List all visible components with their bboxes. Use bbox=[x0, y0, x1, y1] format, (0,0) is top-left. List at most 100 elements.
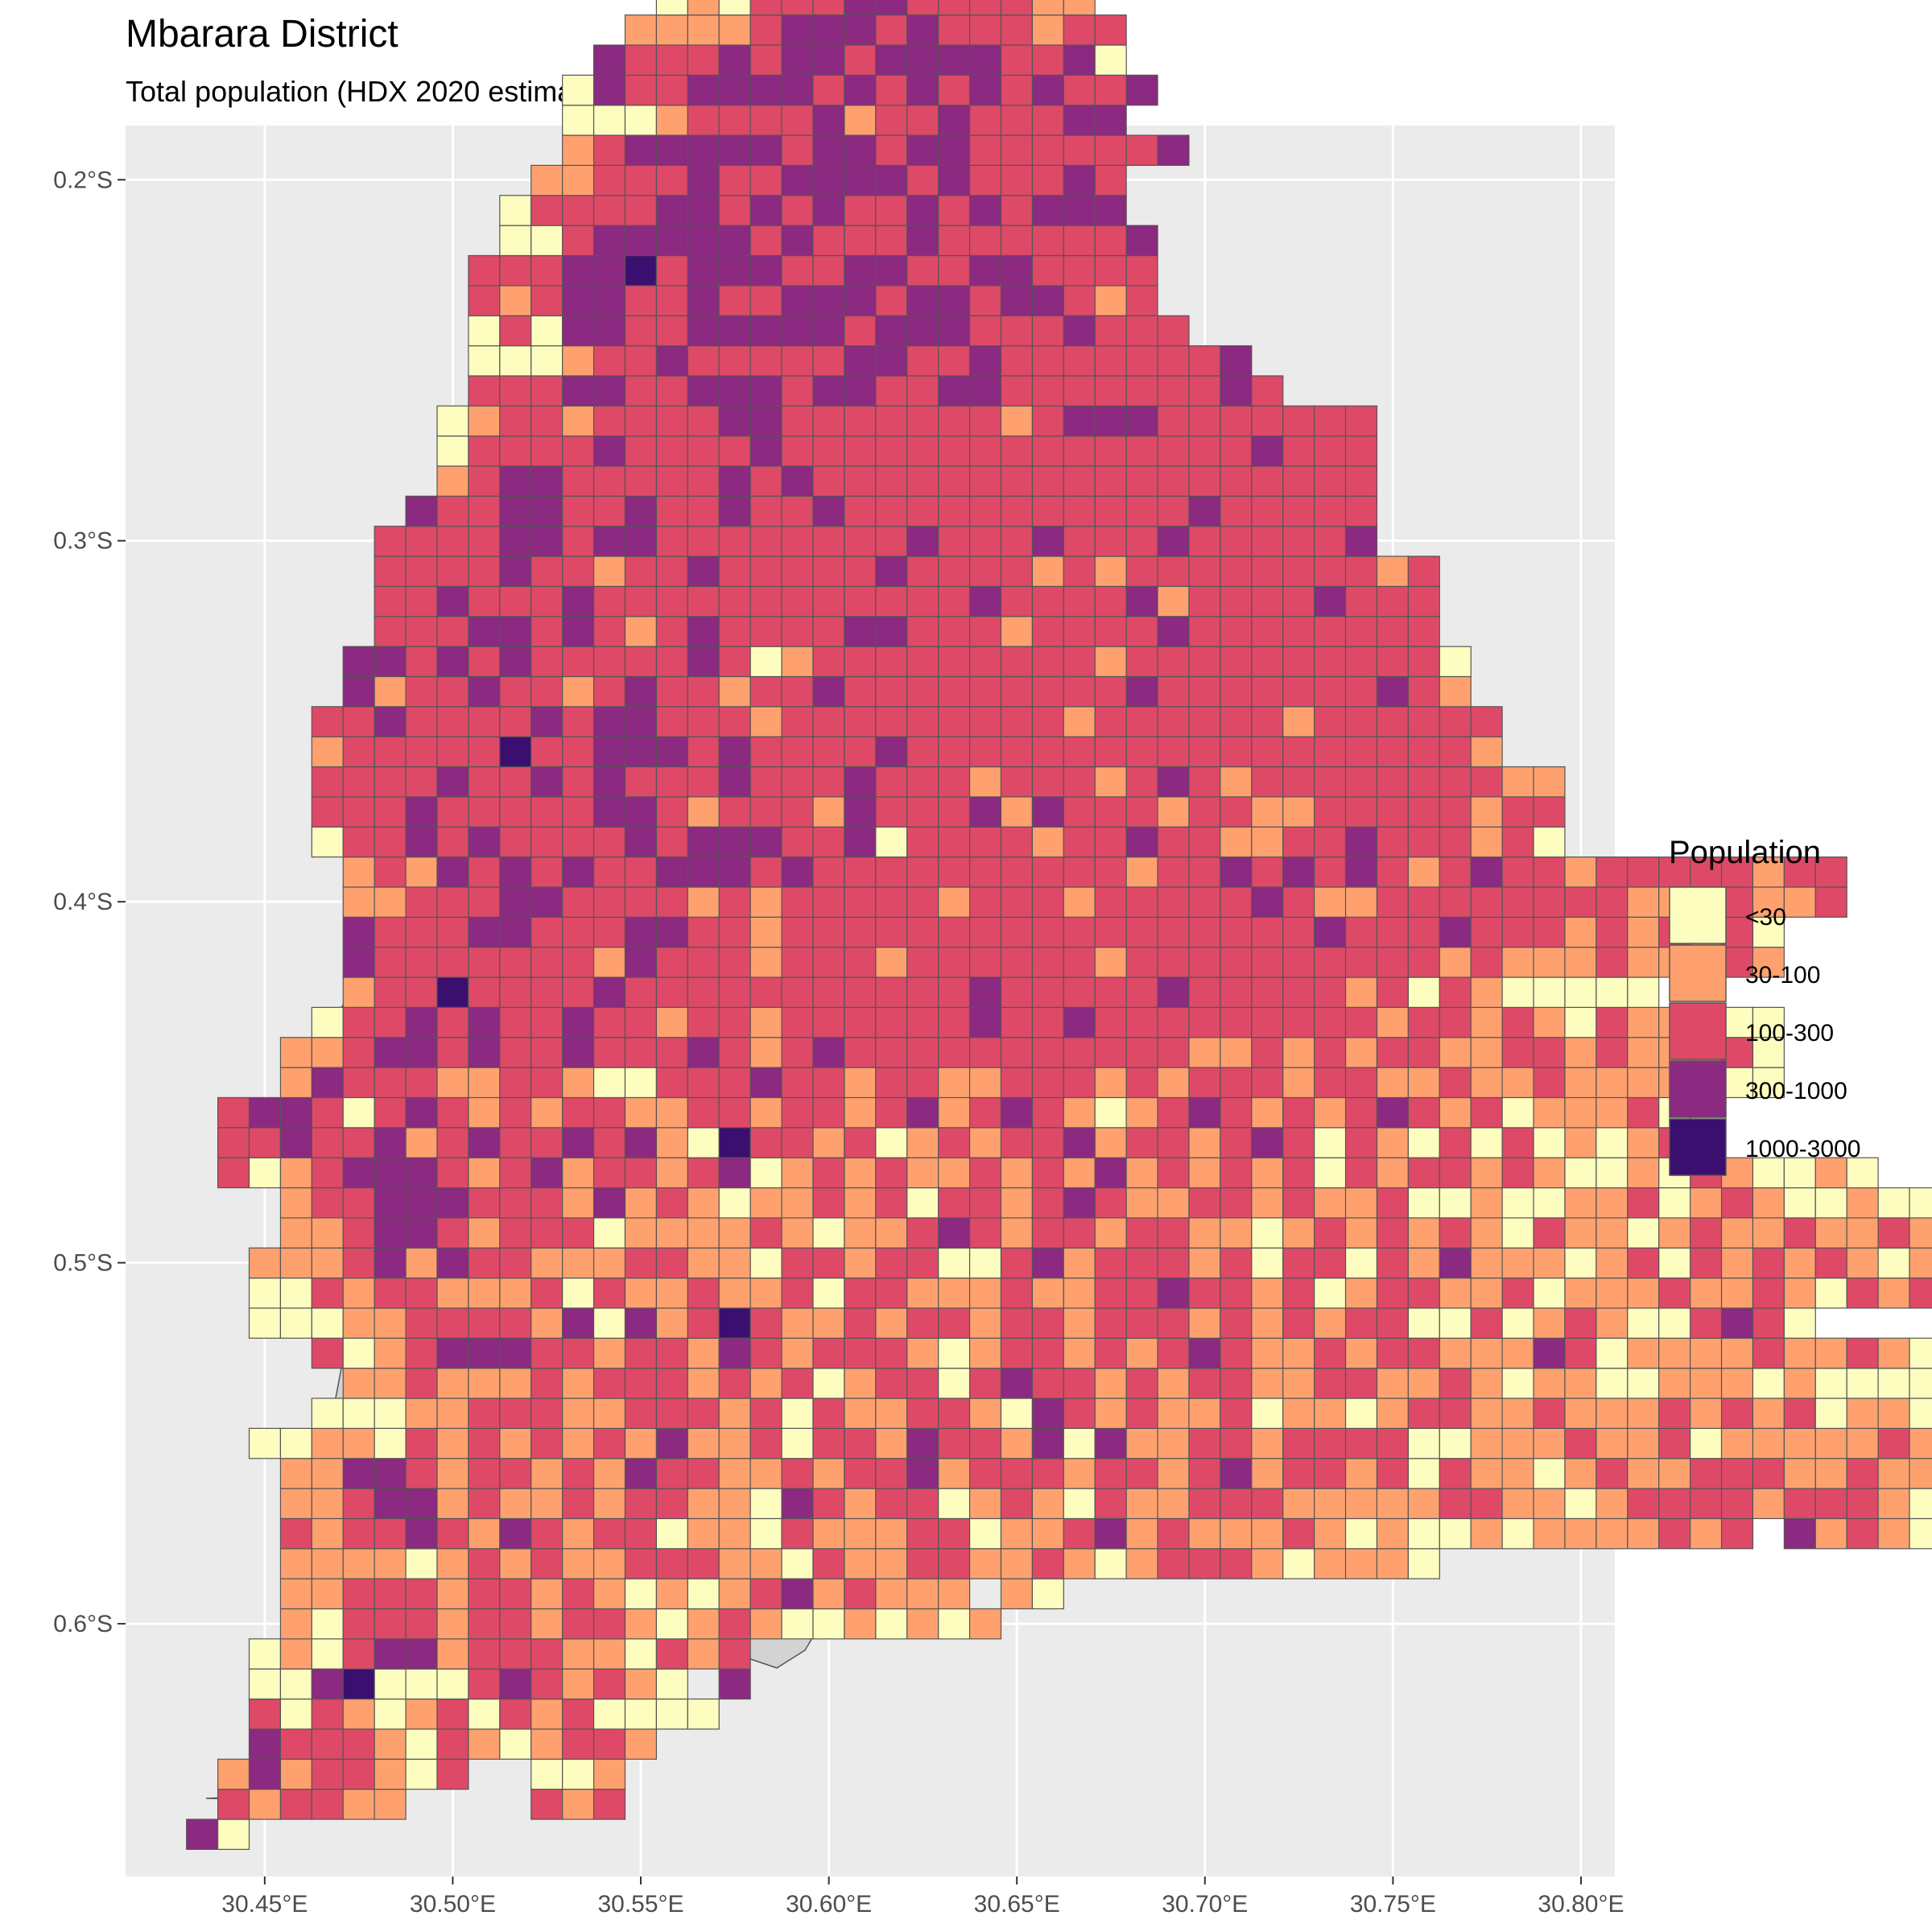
grid-cell bbox=[374, 555, 407, 588]
grid-cell bbox=[1251, 886, 1284, 918]
grid-cell bbox=[1188, 495, 1221, 527]
grid-cell bbox=[1000, 1307, 1033, 1339]
grid-cell bbox=[1376, 1488, 1409, 1520]
grid-cell bbox=[374, 1277, 407, 1309]
grid-cell bbox=[468, 886, 501, 918]
x-tick-label: 30.65°E bbox=[974, 1891, 1060, 1918]
grid-cell bbox=[562, 285, 595, 316]
grid-cell bbox=[968, 1608, 1002, 1640]
grid-cell bbox=[1157, 947, 1190, 978]
grid-cell bbox=[1000, 1458, 1033, 1489]
grid-cell bbox=[405, 495, 438, 527]
grid-cell bbox=[342, 1277, 375, 1309]
grid-cell bbox=[906, 1608, 939, 1640]
grid-cell bbox=[1282, 1096, 1315, 1129]
grid-cell bbox=[968, 1548, 1002, 1579]
grid-cell bbox=[279, 1157, 312, 1189]
grid-cell bbox=[906, 826, 939, 858]
grid-cell bbox=[1282, 766, 1315, 798]
grid-cell bbox=[1439, 1368, 1472, 1399]
grid-cell bbox=[374, 1758, 407, 1790]
grid-cell bbox=[781, 465, 814, 497]
grid-cell bbox=[311, 1157, 344, 1189]
grid-cell bbox=[499, 1427, 532, 1459]
grid-cell bbox=[655, 1397, 688, 1429]
grid-cell bbox=[687, 736, 720, 768]
grid-cell bbox=[844, 225, 877, 257]
grid-cell bbox=[1627, 1307, 1660, 1339]
grid-cell bbox=[1690, 1368, 1723, 1399]
grid-cell bbox=[938, 675, 971, 708]
grid-cell bbox=[1031, 1488, 1064, 1520]
grid-cell bbox=[1596, 1427, 1629, 1459]
grid-cell bbox=[1251, 1037, 1284, 1068]
grid-cell bbox=[1344, 646, 1378, 678]
grid-cell bbox=[938, 1157, 971, 1189]
grid-cell bbox=[812, 976, 845, 1009]
grid-cell bbox=[1752, 1337, 1785, 1369]
grid-cell bbox=[1031, 766, 1064, 798]
grid-cell bbox=[1157, 1157, 1190, 1189]
grid-cell bbox=[405, 1217, 438, 1249]
grid-cell bbox=[844, 796, 877, 828]
grid-cell bbox=[1909, 1217, 1932, 1249]
grid-cell bbox=[1344, 675, 1378, 708]
grid-cell bbox=[749, 675, 782, 708]
grid-cell bbox=[718, 375, 751, 407]
grid-cell bbox=[279, 1789, 312, 1820]
grid-cell bbox=[1596, 1187, 1629, 1219]
grid-cell bbox=[687, 1187, 720, 1219]
grid-cell bbox=[1282, 465, 1315, 497]
grid-cell bbox=[781, 1337, 814, 1369]
grid-cell bbox=[1125, 916, 1158, 948]
grid-cell bbox=[1596, 976, 1629, 1009]
grid-cell bbox=[436, 1608, 469, 1640]
grid-cell bbox=[749, 1337, 782, 1369]
grid-cell bbox=[374, 616, 407, 647]
grid-cell bbox=[1157, 826, 1190, 858]
grid-cell bbox=[1031, 254, 1064, 287]
grid-cell bbox=[436, 1037, 469, 1068]
grid-cell bbox=[1596, 1337, 1629, 1369]
grid-cell bbox=[592, 1037, 626, 1068]
grid-cell bbox=[1564, 916, 1597, 948]
grid-cell bbox=[562, 706, 595, 737]
grid-cell bbox=[844, 1217, 877, 1249]
grid-cell bbox=[1314, 826, 1347, 858]
grid-cell bbox=[374, 1578, 407, 1610]
grid-cell bbox=[530, 1789, 564, 1820]
grid-cell bbox=[1314, 736, 1347, 768]
grid-cell bbox=[1031, 105, 1064, 136]
grid-cell bbox=[655, 555, 688, 588]
grid-cell bbox=[718, 1247, 751, 1279]
grid-cell bbox=[1533, 1517, 1566, 1550]
grid-cell bbox=[1000, 1217, 1033, 1249]
grid-cell bbox=[1720, 1427, 1754, 1459]
grid-cell bbox=[1501, 1157, 1534, 1189]
grid-cell bbox=[1125, 857, 1158, 888]
grid-cell bbox=[562, 526, 595, 557]
grid-cell bbox=[1814, 1337, 1847, 1369]
grid-cell bbox=[279, 1728, 312, 1760]
grid-cell bbox=[499, 1217, 532, 1249]
grid-cell bbox=[812, 796, 845, 828]
grid-cell bbox=[562, 736, 595, 768]
grid-cell bbox=[624, 526, 658, 557]
grid-cell bbox=[718, 916, 751, 948]
grid-cell bbox=[562, 74, 595, 106]
grid-cell bbox=[530, 1517, 564, 1550]
grid-cell bbox=[1063, 916, 1096, 948]
grid-cell bbox=[562, 1427, 595, 1459]
grid-cell bbox=[342, 857, 375, 888]
grid-cell bbox=[1564, 1187, 1597, 1219]
grid-cell bbox=[812, 526, 845, 557]
grid-cell bbox=[468, 1728, 501, 1760]
grid-cell bbox=[624, 1277, 658, 1309]
grid-cell bbox=[687, 1006, 720, 1038]
grid-cell bbox=[1470, 976, 1503, 1009]
grid-cell bbox=[655, 916, 688, 948]
grid-cell bbox=[781, 1517, 814, 1550]
grid-cell bbox=[592, 1668, 626, 1700]
grid-cell bbox=[624, 465, 658, 497]
grid-cell bbox=[1376, 826, 1409, 858]
